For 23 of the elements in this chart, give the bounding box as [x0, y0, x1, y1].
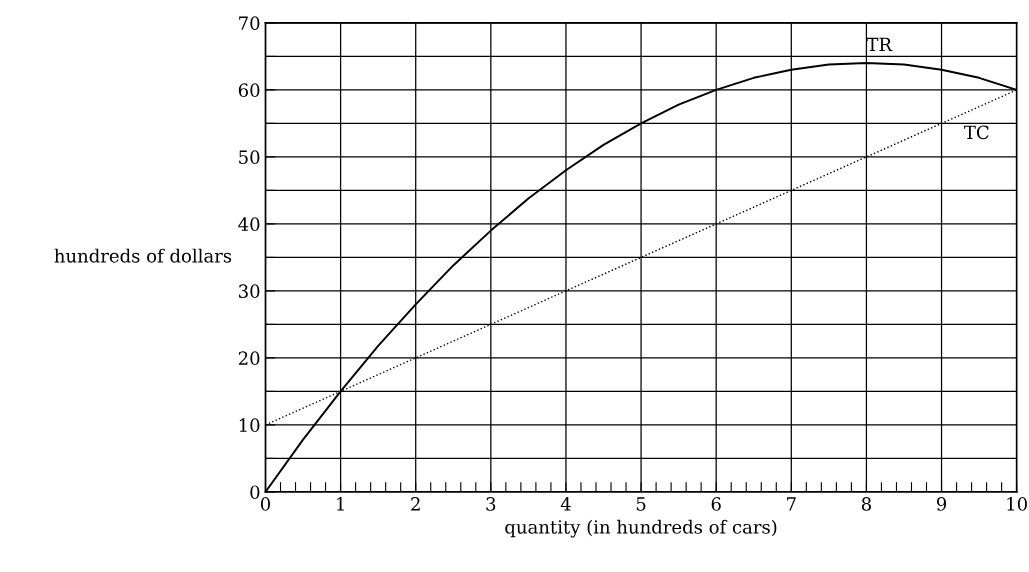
x-tick-label: 6: [711, 497, 721, 511]
x-tick-label: 5: [636, 497, 646, 511]
y-axis-title: hundreds of dollars: [54, 248, 232, 263]
x-tick-label: 8: [861, 497, 871, 511]
y-tick-label: 40: [238, 217, 260, 232]
y-tick-label: 20: [238, 351, 260, 366]
y-tick-label: 30: [239, 284, 260, 299]
y-tick-label: 50: [239, 150, 260, 165]
x-tick-label: 2: [411, 497, 420, 511]
x-tick-label: 3: [486, 497, 496, 511]
y-tick-label: 60: [238, 83, 260, 97]
x-tick-label: 0: [260, 497, 271, 511]
y-tick-label: 0: [250, 485, 260, 500]
x-tick-label: 4: [560, 497, 571, 511]
x-tick-label: 7: [787, 497, 796, 511]
series-label: TC: [964, 125, 989, 140]
y-tick-label: 70: [239, 16, 260, 30]
x-tick-label: 1: [337, 497, 344, 511]
x-axis-title: quantity (in hundreds of cars): [505, 519, 777, 538]
y-tick-label: 10: [239, 418, 260, 433]
series-label: TR: [866, 37, 893, 51]
x-tick-label: 10: [1007, 497, 1027, 511]
x-tick-label: 9: [936, 497, 947, 511]
